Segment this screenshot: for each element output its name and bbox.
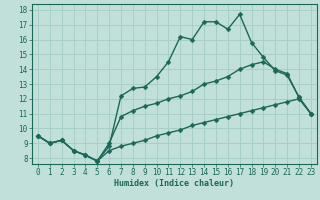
X-axis label: Humidex (Indice chaleur): Humidex (Indice chaleur) — [115, 179, 234, 188]
